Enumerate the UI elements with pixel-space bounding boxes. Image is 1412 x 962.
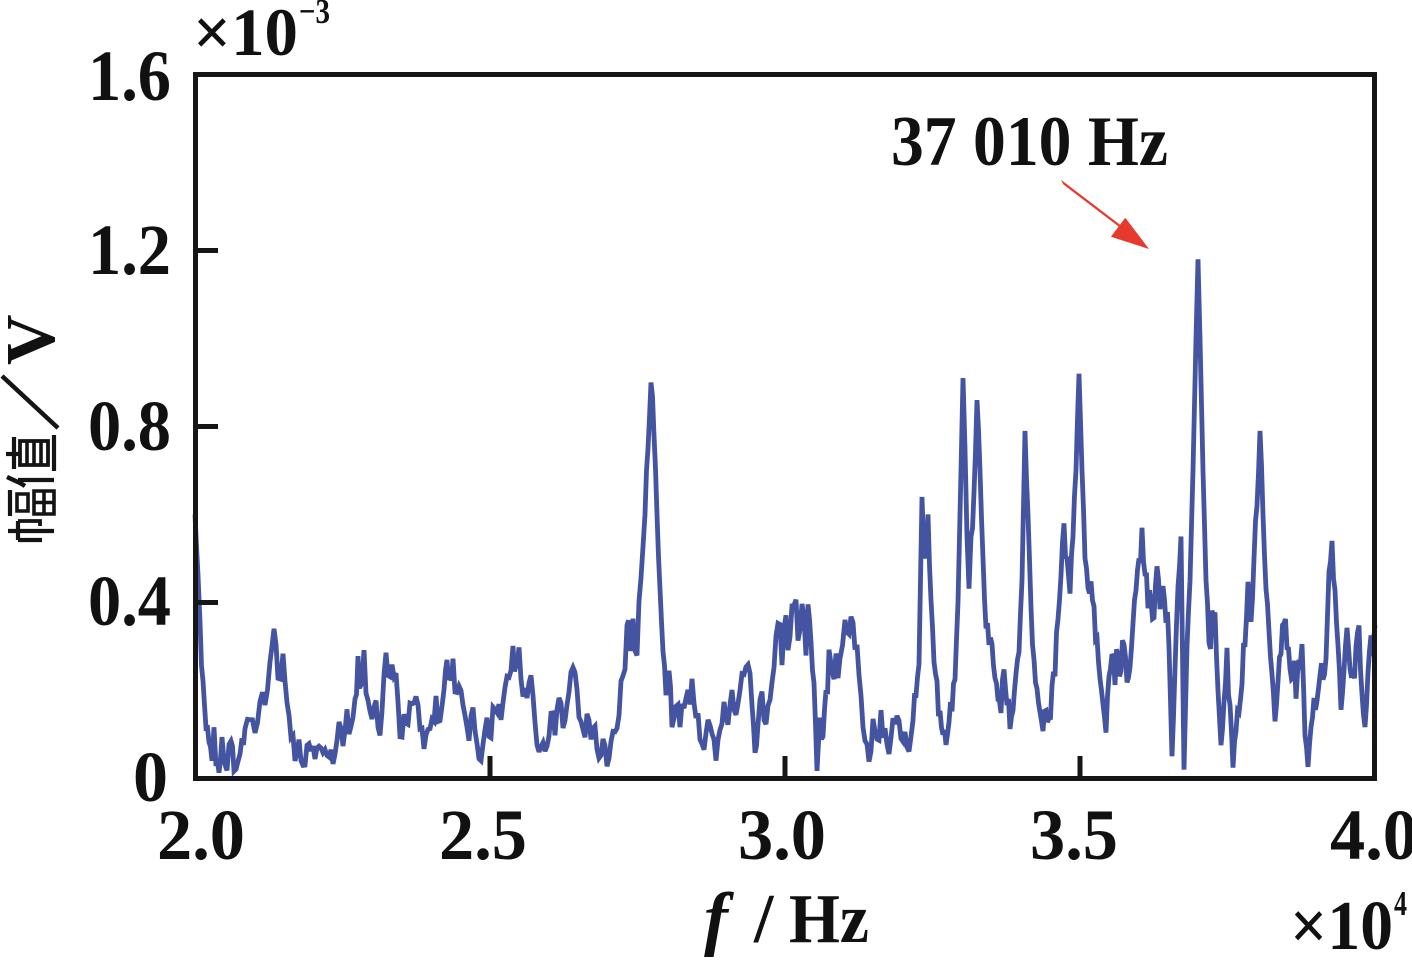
svg-text:0: 0 (133, 737, 168, 817)
svg-text:2.5: 2.5 (439, 795, 527, 875)
svg-text:4.0: 4.0 (1330, 795, 1412, 875)
svg-text:×10: ×10 (193, 0, 298, 70)
svg-text:0.8: 0.8 (88, 386, 171, 466)
svg-text:0.4: 0.4 (88, 561, 171, 641)
svg-text:1.6: 1.6 (88, 36, 171, 116)
svg-text:×10: ×10 (1290, 888, 1393, 957)
svg-text:V: V (0, 314, 70, 365)
svg-text:4: 4 (1394, 884, 1407, 923)
svg-text:37 010 Hz: 37 010 Hz (891, 103, 1168, 181)
svg-text:Hz: Hz (789, 881, 869, 957)
svg-text:/: / (753, 881, 775, 957)
svg-text:−3: −3 (299, 0, 330, 31)
svg-text:3.5: 3.5 (1030, 795, 1118, 875)
svg-text:1.2: 1.2 (88, 210, 171, 290)
svg-text:3.0: 3.0 (738, 795, 826, 875)
svg-text:2.0: 2.0 (157, 795, 245, 875)
